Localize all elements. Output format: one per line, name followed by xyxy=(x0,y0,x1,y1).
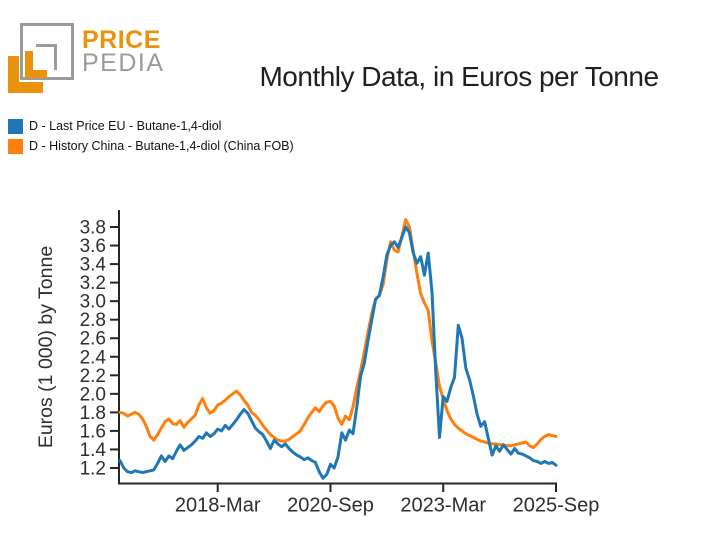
logo-gray-bracket-icon xyxy=(36,44,57,70)
logo-word-pedia: PEDIA xyxy=(82,49,165,77)
y-tick-label: 2.6 xyxy=(80,329,106,350)
y-tick-label: 2.8 xyxy=(80,310,106,331)
legend-label-eu: D - Last Price EU - Butane-1,4-diol xyxy=(29,119,222,133)
legend-swatch-eu-icon xyxy=(8,118,23,134)
y-tick-label: 1.4 xyxy=(80,440,107,461)
y-tick-label: 2.0 xyxy=(80,384,106,405)
legend-label-china: D - History China - Butane-1,4-diol (Chi… xyxy=(29,139,294,153)
x-tick-label: 2020-Sep xyxy=(287,495,374,517)
y-tick-label: 1.6 xyxy=(80,421,106,442)
series-line-eu xyxy=(118,225,558,480)
y-axis-title: Euros (1 000) by Tonne xyxy=(35,246,57,448)
plot-group: 1.21.41.61.82.02.22.42.62.83.03.23.43.63… xyxy=(80,210,600,517)
legend-item-china: D - History China - Butane-1,4-diol (Chi… xyxy=(8,136,294,156)
logo-wordmark: PRICE PEDIA xyxy=(82,26,165,77)
x-tick-label: 2023-Mar xyxy=(400,495,486,517)
series-line-china xyxy=(118,218,558,450)
y-tick-label: 3.0 xyxy=(80,292,106,313)
legend-swatch-china-icon xyxy=(8,138,23,154)
y-tick-label: 3.2 xyxy=(80,273,106,294)
x-tick-label: 2018-Mar xyxy=(175,495,261,517)
y-tick-label: 2.4 xyxy=(80,347,107,368)
legend-item-eu: D - Last Price EU - Butane-1,4-diol xyxy=(8,116,294,136)
pricepedia-logo: PRICE PEDIA xyxy=(0,0,200,110)
y-tick-label: 1.2 xyxy=(80,459,106,480)
logo-orange-corner-icon xyxy=(8,56,43,93)
page-title: Monthly Data, in Euros per Tonne xyxy=(259,60,659,92)
logo-word-price: PRICE xyxy=(82,26,161,54)
logo-outer-square-icon xyxy=(20,23,74,80)
y-tick-label: 3.4 xyxy=(80,255,107,276)
logo-orange-corner-small-icon xyxy=(25,51,47,78)
chart-legend: D - Last Price EU - Butane-1,4-diol D - … xyxy=(8,116,294,156)
x-tick-label: 2025-Sep xyxy=(513,495,600,517)
chart-area: Euros (1 000) by Tonne 1.2 1.4 1.6 1.8 2.0 2.… xyxy=(0,190,712,540)
y-tick-label: 3.8 xyxy=(80,218,106,239)
price-chart: Euros (1 000) by Tonne 1.21.41.61.82.02.… xyxy=(35,210,600,517)
y-tick-label: 1.8 xyxy=(80,403,106,424)
y-tick-label: 3.6 xyxy=(80,236,106,257)
y-tick-label: 2.2 xyxy=(80,366,106,387)
